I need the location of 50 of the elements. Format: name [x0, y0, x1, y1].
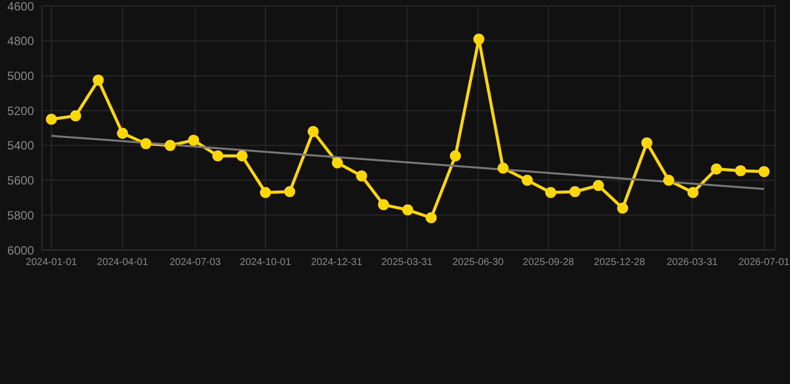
point — [92, 74, 104, 86]
point — [236, 150, 248, 162]
point — [473, 34, 484, 45]
point — [164, 140, 176, 151]
point — [284, 186, 296, 198]
point — [663, 174, 674, 186]
point — [617, 202, 628, 214]
point — [116, 128, 128, 139]
point — [332, 157, 343, 168]
point — [46, 114, 57, 125]
y-tick-label: 4600 — [7, 0, 34, 14]
point — [522, 174, 533, 186]
x-tick-label: 2026-03-31 — [666, 257, 718, 268]
x-tick-label: 2025-12-28 — [594, 257, 646, 268]
point — [212, 150, 224, 162]
point — [735, 165, 746, 176]
point — [498, 162, 509, 174]
point — [710, 163, 722, 174]
x-tick-label: 2024-04-01 — [96, 257, 148, 268]
point — [356, 170, 368, 182]
point — [687, 186, 698, 198]
x-tick-label: 2024-07-03 — [170, 257, 222, 268]
point — [140, 138, 152, 150]
y-tick-label: 5200 — [7, 104, 34, 118]
point — [426, 212, 437, 224]
y-tick-label: 5400 — [7, 138, 34, 153]
point — [188, 134, 200, 146]
y-tick-label: 5600 — [7, 174, 34, 188]
point — [260, 186, 271, 198]
point — [641, 137, 652, 148]
x-tick-label: 2024-10-01 — [240, 257, 292, 268]
x-tick-label: 2024-12-31 — [311, 257, 363, 268]
point — [450, 150, 461, 162]
x-tick-label: 2024-01-01 — [26, 257, 78, 268]
y-tick-label: 6000 — [7, 243, 34, 258]
point — [569, 186, 580, 198]
x-tick-label: 2026-07-01 — [738, 257, 790, 268]
y-tick-label: 4800 — [7, 34, 34, 48]
y-tick-label: 5800 — [7, 208, 34, 222]
point — [592, 180, 604, 192]
x-tick-label: 2025-09-28 — [522, 257, 574, 268]
point — [308, 126, 319, 137]
y-tick-label: 5000 — [7, 68, 34, 83]
point — [545, 186, 556, 198]
point — [402, 204, 414, 216]
point — [378, 199, 389, 210]
x-tick-label: 2025-06-30 — [452, 257, 504, 268]
point — [758, 166, 770, 178]
x-tick-label: 2025-03-31 — [381, 257, 433, 268]
point — [70, 110, 82, 122]
